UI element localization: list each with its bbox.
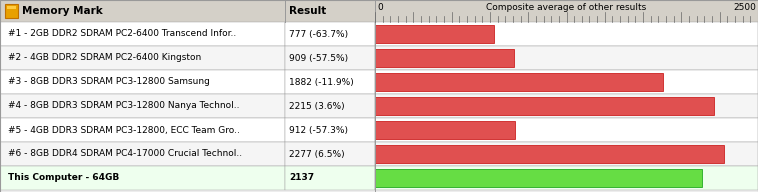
Bar xyxy=(0,22,285,46)
Bar xyxy=(0,46,285,70)
Bar xyxy=(5,4,18,18)
Text: 2277 (6.5%): 2277 (6.5%) xyxy=(289,150,345,159)
Bar xyxy=(285,166,375,190)
Text: #4 - 8GB DDR3 SDRAM PC3-12800 Nanya Technol..: #4 - 8GB DDR3 SDRAM PC3-12800 Nanya Tech… xyxy=(8,102,240,111)
Text: 1882 (-11.9%): 1882 (-11.9%) xyxy=(289,78,354,87)
Bar xyxy=(375,145,724,163)
Bar xyxy=(375,49,514,67)
Bar xyxy=(0,166,285,190)
Bar xyxy=(375,142,758,166)
Text: 2215 (3.6%): 2215 (3.6%) xyxy=(289,102,345,111)
Bar xyxy=(375,22,758,46)
Text: 2500: 2500 xyxy=(733,3,756,12)
Bar xyxy=(375,166,758,190)
Text: 909 (-57.5%): 909 (-57.5%) xyxy=(289,54,348,63)
Text: This Computer - 64GB: This Computer - 64GB xyxy=(8,174,119,183)
Text: Result: Result xyxy=(289,6,326,16)
Bar xyxy=(375,169,703,187)
Text: #2 - 4GB DDR2 SDRAM PC2-6400 Kingston: #2 - 4GB DDR2 SDRAM PC2-6400 Kingston xyxy=(8,54,202,63)
Bar xyxy=(375,97,714,115)
Bar xyxy=(285,22,375,46)
Bar xyxy=(375,73,663,91)
Bar xyxy=(285,46,375,70)
Text: 2137: 2137 xyxy=(289,174,314,183)
Bar xyxy=(0,94,285,118)
Text: 912 (-57.3%): 912 (-57.3%) xyxy=(289,126,348,135)
Bar xyxy=(375,25,494,43)
Bar xyxy=(0,118,285,142)
Bar xyxy=(0,70,285,94)
Text: 0: 0 xyxy=(377,3,383,12)
Text: Memory Mark: Memory Mark xyxy=(22,6,103,16)
Bar xyxy=(0,142,285,166)
Text: #6 - 8GB DDR4 SDRAM PC4-17000 Crucial Technol..: #6 - 8GB DDR4 SDRAM PC4-17000 Crucial Te… xyxy=(8,150,242,159)
Text: #1 - 2GB DDR2 SDRAM PC2-6400 Transcend Infor..: #1 - 2GB DDR2 SDRAM PC2-6400 Transcend I… xyxy=(8,30,236,39)
Text: #5 - 4GB DDR3 SDRAM PC3-12800, ECC Team Gro..: #5 - 4GB DDR3 SDRAM PC3-12800, ECC Team … xyxy=(8,126,240,135)
Bar xyxy=(375,121,515,139)
Bar xyxy=(375,46,758,70)
Bar xyxy=(285,142,375,166)
Bar xyxy=(285,70,375,94)
Bar xyxy=(375,70,758,94)
Bar xyxy=(0,0,758,22)
Bar xyxy=(375,118,758,142)
Text: Composite average of other results: Composite average of other results xyxy=(487,3,647,12)
Text: #3 - 8GB DDR3 SDRAM PC3-12800 Samsung: #3 - 8GB DDR3 SDRAM PC3-12800 Samsung xyxy=(8,78,210,87)
Bar xyxy=(285,94,375,118)
Bar xyxy=(285,118,375,142)
Bar xyxy=(375,94,758,118)
Bar xyxy=(7,6,16,9)
Text: 777 (-63.7%): 777 (-63.7%) xyxy=(289,30,348,39)
